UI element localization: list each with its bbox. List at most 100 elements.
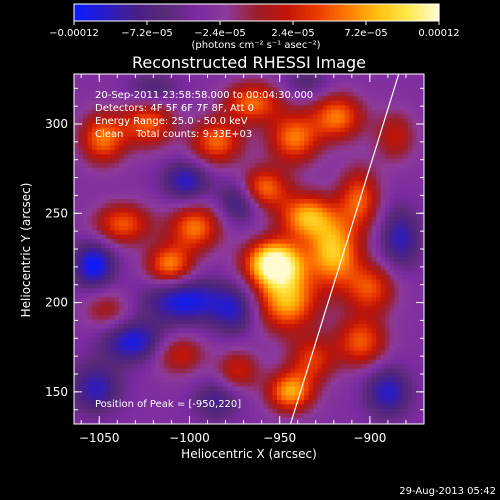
heatmap-cell <box>173 154 179 160</box>
heatmap-cell <box>245 257 251 263</box>
heatmap-cell <box>173 292 179 298</box>
heatmap-cell <box>173 225 179 231</box>
heatmap-cell <box>254 167 260 173</box>
heatmap-cell <box>380 239 386 245</box>
heatmap-cell <box>416 132 422 138</box>
heatmap-cell <box>416 109 422 115</box>
heatmap-cell <box>209 243 215 249</box>
heatmap-cell <box>344 257 350 263</box>
heatmap-cell <box>78 230 84 236</box>
heatmap-cell <box>331 105 337 111</box>
heatmap-cell <box>141 181 147 187</box>
heatmap-cell <box>92 114 98 120</box>
heatmap-cell <box>362 230 368 236</box>
heatmap-cell <box>353 199 359 205</box>
heatmap-cell <box>186 274 192 280</box>
heatmap-cell <box>407 337 413 343</box>
heatmap-cell <box>123 199 129 205</box>
heatmap-cell <box>245 114 251 120</box>
heatmap-cell <box>322 87 328 93</box>
heatmap-cell <box>394 212 400 218</box>
heatmap-cell <box>83 324 89 330</box>
heatmap-cell <box>385 167 391 173</box>
heatmap-cell <box>304 132 310 138</box>
heatmap-cell <box>290 257 296 263</box>
heatmap-cell <box>123 207 129 213</box>
heatmap-cell <box>119 114 125 120</box>
heatmap-cell <box>231 225 237 231</box>
heatmap-cell <box>353 91 359 97</box>
heatmap-cell <box>177 91 183 97</box>
heatmap-cell <box>299 261 305 267</box>
heatmap-cell <box>367 310 373 316</box>
heatmap-cell <box>114 127 120 133</box>
heatmap-cell <box>182 87 188 93</box>
heatmap-cell <box>290 158 296 164</box>
heatmap-cell <box>358 239 364 245</box>
colorbar-cell <box>296 4 300 21</box>
heatmap-cell <box>313 248 319 254</box>
heatmap-cell <box>272 337 278 343</box>
heatmap-cell <box>367 194 373 200</box>
heatmap-cell <box>222 225 228 231</box>
heatmap-cell <box>276 118 283 124</box>
heatmap-cell <box>362 332 368 338</box>
heatmap-cell <box>146 274 152 280</box>
heatmap-cell <box>177 221 183 227</box>
heatmap-cell <box>344 190 350 196</box>
heatmap-cell <box>313 109 319 115</box>
heatmap-cell <box>105 274 111 280</box>
heatmap-cell <box>164 109 170 115</box>
colorbar-cell <box>344 4 349 21</box>
heatmap-cell <box>173 328 179 334</box>
heatmap-cell <box>349 297 355 303</box>
heatmap-cell <box>236 123 242 129</box>
heatmap-cell <box>110 230 116 236</box>
heatmap-cell <box>191 114 197 120</box>
colorbar-frame <box>73 3 440 22</box>
heatmap-cell <box>276 292 283 298</box>
heatmap-cell <box>376 203 382 209</box>
heatmap-cell <box>213 337 219 343</box>
heatmap-cell <box>87 288 93 294</box>
heatmap-cell <box>164 118 170 124</box>
colorbar-cell <box>195 4 200 21</box>
heatmap-cell <box>231 319 237 325</box>
heatmap-cell <box>380 100 386 106</box>
heatmap-cell <box>191 118 197 124</box>
heatmap-cell <box>263 248 269 254</box>
heatmap-cell <box>110 257 116 263</box>
heatmap-cell <box>367 82 373 88</box>
heatmap-cell <box>416 154 422 160</box>
colorbar-cell <box>372 4 376 21</box>
heatmap-cell <box>281 176 287 182</box>
heatmap-cell <box>371 127 377 133</box>
heatmap-cell <box>92 127 98 133</box>
heatmap-cell <box>168 324 174 330</box>
heatmap-cell <box>403 265 409 272</box>
heatmap-cell <box>186 234 192 240</box>
heatmap-cell <box>385 203 391 209</box>
heatmap-cell <box>245 190 251 196</box>
heatmap-cell <box>200 181 206 187</box>
heatmap-cell <box>299 221 305 227</box>
heatmap-cell <box>358 225 364 231</box>
heatmap-cell <box>132 136 138 142</box>
heatmap-cell <box>236 274 242 280</box>
heatmap-cell <box>290 221 296 227</box>
heatmap-cell <box>267 105 274 111</box>
heatmap-cell <box>276 230 283 236</box>
heatmap-cell <box>258 123 265 129</box>
heatmap-cell <box>159 185 165 191</box>
heatmap-cell <box>407 297 413 303</box>
heatmap-cell <box>299 149 305 155</box>
heatmap-cell <box>222 82 228 88</box>
heatmap-cell <box>267 310 274 316</box>
heatmap-cell <box>367 190 373 196</box>
heatmap-cell <box>358 319 364 325</box>
heatmap-cell <box>110 158 116 164</box>
heatmap-cell <box>222 167 228 173</box>
colorbar-cell <box>220 4 224 21</box>
heatmap-cell <box>322 346 328 352</box>
heatmap-cell <box>141 350 147 356</box>
